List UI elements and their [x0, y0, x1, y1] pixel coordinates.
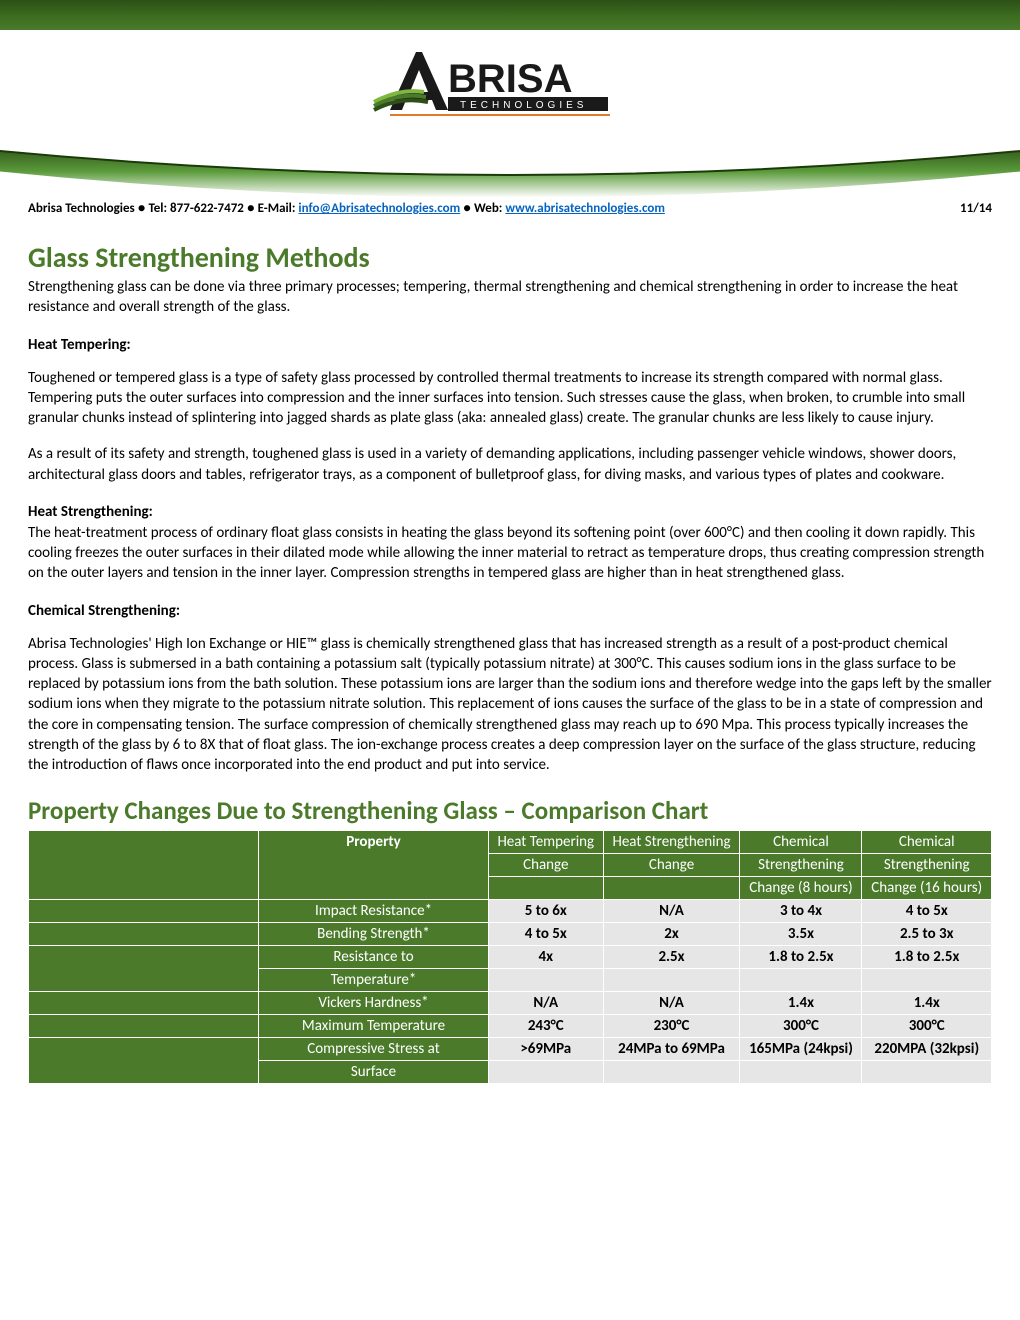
table-row: Bending Strength*4 to 5x2x3.5x2.5 to 3x [29, 923, 992, 946]
row-label: Maximum Temperature [259, 1015, 489, 1038]
table-corner-tick [29, 831, 259, 900]
paragraph-chem-1: Abrisa Technologies' High Ion Exchange o… [28, 634, 992, 776]
row-label: Bending Strength* [259, 923, 489, 946]
table-cell: 24MPa to 69MPa [603, 1038, 740, 1061]
col-heat-strength-1: Heat Strengthening [603, 831, 740, 854]
row-tick [29, 900, 259, 923]
content: Glass Strengthening Methods Strengthenin… [0, 216, 1020, 1104]
table-cell: 300°C [862, 1015, 992, 1038]
table-body: Impact Resistance*5 to 6xN/A3 to 4x4 to … [29, 900, 992, 1084]
row-tick [29, 1038, 259, 1084]
logo-text: BRISA [448, 57, 572, 101]
table-cell: >69MPa [489, 1038, 604, 1061]
table-cell: 3.5x [740, 923, 862, 946]
row-label: Surface [259, 1061, 489, 1084]
table-cell [489, 969, 604, 992]
table-cell: 220MPA (32kpsi) [862, 1038, 992, 1061]
table-cell: 300°C [740, 1015, 862, 1038]
table-cell: 2.5x [603, 946, 740, 969]
table-cell: 2x [603, 923, 740, 946]
heading-heat-tempering: Heat Tempering: [28, 336, 992, 354]
table-cell: 3 to 4x [740, 900, 862, 923]
heading-heat-strengthening: Heat Strengthening: [28, 503, 992, 521]
table-cell: 230°C [603, 1015, 740, 1038]
col-heat-strength-2: Change [603, 854, 740, 877]
col-chem8-3: Change (8 hours) [740, 877, 862, 900]
table-cell: 1.8 to 2.5x [862, 946, 992, 969]
swoosh-graphic [0, 135, 1020, 205]
table-cell: 165MPa (24kpsi) [740, 1038, 862, 1061]
comparison-table: Property Heat Tempering Heat Strengtheni… [28, 830, 992, 1084]
table-header-row-1: Property Heat Tempering Heat Strengtheni… [29, 831, 992, 854]
intro-paragraph: Strengthening glass can be done via thre… [28, 277, 992, 318]
table-row: Compressive Stress at>69MPa24MPa to 69MP… [29, 1038, 992, 1061]
table-cell: 1.4x [740, 992, 862, 1015]
table-cell [862, 1061, 992, 1084]
logo-tagline: TECHNOLOGIES [460, 100, 587, 111]
table-cell [740, 969, 862, 992]
col-heat-strength-3 [603, 877, 740, 900]
col-chem8-1: Chemical [740, 831, 862, 854]
col-chem8-2: Strengthening [740, 854, 862, 877]
table-row: Maximum Temperature243°C230°C300°C300°C [29, 1015, 992, 1038]
heading-chemical: Chemical Strengthening: [28, 602, 992, 620]
table-cell [489, 1061, 604, 1084]
logo: BRISA TECHNOLOGIES [360, 48, 660, 122]
table-row: Vickers Hardness*N/AN/A1.4x1.4x [29, 992, 992, 1015]
row-label: Compressive Stress at [259, 1038, 489, 1061]
row-tick [29, 992, 259, 1015]
col-property: Property [259, 831, 489, 900]
row-tick [29, 923, 259, 946]
paragraph-ht-1: Toughened or tempered glass is a type of… [28, 368, 992, 429]
table-cell [862, 969, 992, 992]
page-title: Glass Strengthening Methods [28, 240, 992, 275]
col-chem16-2: Strengthening [862, 854, 992, 877]
row-label: Resistance to [259, 946, 489, 969]
table-cell: 4 to 5x [862, 900, 992, 923]
table-cell: 1.8 to 2.5x [740, 946, 862, 969]
top-strip [0, 0, 1020, 30]
brisa-logo-icon: BRISA TECHNOLOGIES [360, 48, 660, 122]
table-row: Resistance to4x2.5x1.8 to 2.5x1.8 to 2.5… [29, 946, 992, 969]
table-cell: 243°C [489, 1015, 604, 1038]
table-cell: 4x [489, 946, 604, 969]
row-tick [29, 1015, 259, 1038]
col-chem16-3: Change (16 hours) [862, 877, 992, 900]
row-label: Temperature* [259, 969, 489, 992]
table-cell [603, 969, 740, 992]
paragraph-hs-1: The heat-treatment process of ordinary f… [28, 523, 992, 584]
col-heat-tempering-1: Heat Tempering [489, 831, 604, 854]
col-chem16-1: Chemical [862, 831, 992, 854]
col-heat-tempering-2: Change [489, 854, 604, 877]
table-cell: 4 to 5x [489, 923, 604, 946]
table-cell: N/A [603, 900, 740, 923]
table-cell [603, 1061, 740, 1084]
table-cell: 2.5 to 3x [862, 923, 992, 946]
table-cell: 1.4x [862, 992, 992, 1015]
table-cell: 5 to 6x [489, 900, 604, 923]
row-tick [29, 946, 259, 992]
header: BRISA TECHNOLOGIES [0, 30, 1020, 135]
paragraph-ht-2: As a result of its safety and strength, … [28, 444, 992, 485]
row-label: Impact Resistance* [259, 900, 489, 923]
row-label: Vickers Hardness* [259, 992, 489, 1015]
chart-title: Property Changes Due to Strengthening Gl… [28, 795, 992, 826]
col-heat-tempering-3 [489, 877, 604, 900]
table-row: Impact Resistance*5 to 6xN/A3 to 4x4 to … [29, 900, 992, 923]
table-cell: N/A [489, 992, 604, 1015]
table-cell [740, 1061, 862, 1084]
table-cell: N/A [603, 992, 740, 1015]
